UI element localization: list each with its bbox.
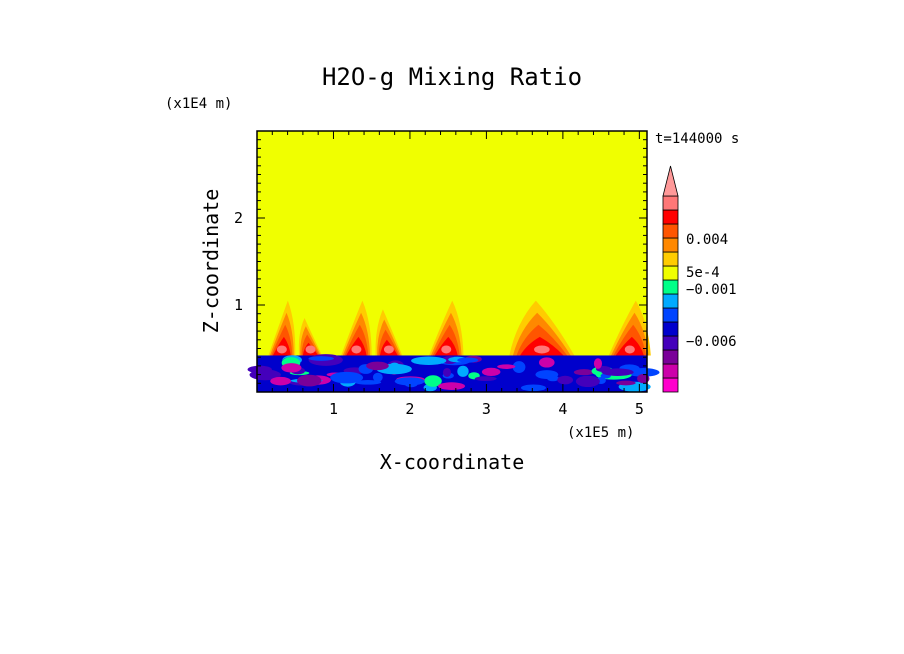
boundary-patch <box>557 375 574 385</box>
x-tick-label: 5 <box>635 400 644 418</box>
boundary-patch <box>512 361 526 373</box>
boundary-patch <box>366 361 389 371</box>
boundary-patch <box>270 376 292 386</box>
x-tick-label: 4 <box>558 400 567 418</box>
boundary-patch <box>281 363 302 373</box>
colorbar: 0.004 5e-4−0.001 −0.006 <box>662 165 737 393</box>
boundary-patch <box>424 375 442 387</box>
boundary-patch <box>497 364 516 369</box>
boundary-patch <box>538 357 555 368</box>
plume <box>268 300 296 356</box>
plume-core <box>624 345 635 354</box>
plume-core <box>351 345 362 354</box>
y-axis-label: Z-coordinate <box>199 189 223 334</box>
plume <box>608 300 651 356</box>
y-tick-label: 1 <box>234 296 243 314</box>
plume-core <box>383 345 394 354</box>
y-tick-label: 2 <box>234 209 243 227</box>
colorbar-level <box>662 209 679 225</box>
plume-core <box>534 345 550 354</box>
plume <box>429 300 464 356</box>
boundary-patch <box>616 380 636 386</box>
colorbar-level <box>662 363 679 379</box>
boundary-patch <box>457 365 469 377</box>
colorbar-level <box>662 377 679 393</box>
colorbar-level <box>662 349 679 365</box>
boundary-patch <box>481 367 501 377</box>
boundary-patch <box>520 384 547 392</box>
plume-core <box>305 345 316 354</box>
boundary-patch <box>442 367 452 377</box>
x-axis-label: X-coordinate <box>380 450 525 474</box>
plot-area <box>247 131 660 392</box>
x-scale-label: (x1E5 m) <box>567 425 634 441</box>
boundary-patch <box>573 369 595 376</box>
colorbar-label: −0.001 <box>686 282 737 298</box>
plume <box>509 300 575 356</box>
colorbar-level <box>662 321 679 337</box>
boundary-patch <box>404 380 418 388</box>
boundary-patch <box>438 382 466 390</box>
colorbar-level <box>662 279 679 295</box>
boundary-patch <box>575 375 600 388</box>
colorbar-level <box>662 335 679 351</box>
x-tick-label: 3 <box>482 400 491 418</box>
colorbar-level <box>662 237 679 253</box>
boundary-patch <box>308 356 334 361</box>
colorbar-label: 0.004 <box>686 232 728 248</box>
colorbar-level <box>662 195 679 211</box>
colorbar-extend-arrow <box>662 165 679 197</box>
plume <box>375 309 403 356</box>
plume-core <box>276 345 287 354</box>
boundary-patch <box>297 374 322 387</box>
chart-title: H2O-g Mixing Ratio <box>322 63 582 91</box>
colorbar-level <box>662 223 679 239</box>
colorbar-level <box>662 293 679 309</box>
colorbar-label: 5e-4 <box>686 265 720 281</box>
boundary-patch <box>411 356 447 365</box>
plume-core <box>441 345 452 354</box>
boundary-patch <box>474 376 497 382</box>
colorbar-label: −0.006 <box>686 334 737 350</box>
colorbar-level <box>662 307 679 323</box>
x-tick-label: 1 <box>329 400 338 418</box>
x-tick-label: 2 <box>405 400 414 418</box>
boundary-patch <box>354 380 382 385</box>
colorbar-level <box>662 265 679 281</box>
boundary-patch <box>627 368 660 377</box>
colorbar-level <box>662 251 679 267</box>
boundary-patch <box>330 371 364 384</box>
y-scale-label: (x1E4 m) <box>165 96 232 112</box>
boundary-patch <box>372 372 383 382</box>
boundary-patch <box>535 370 559 380</box>
time-label: t=144000 s <box>655 131 739 147</box>
plume <box>298 318 322 356</box>
plume <box>341 300 372 356</box>
boundary-patch <box>593 358 603 369</box>
boundary-patch <box>457 357 479 363</box>
